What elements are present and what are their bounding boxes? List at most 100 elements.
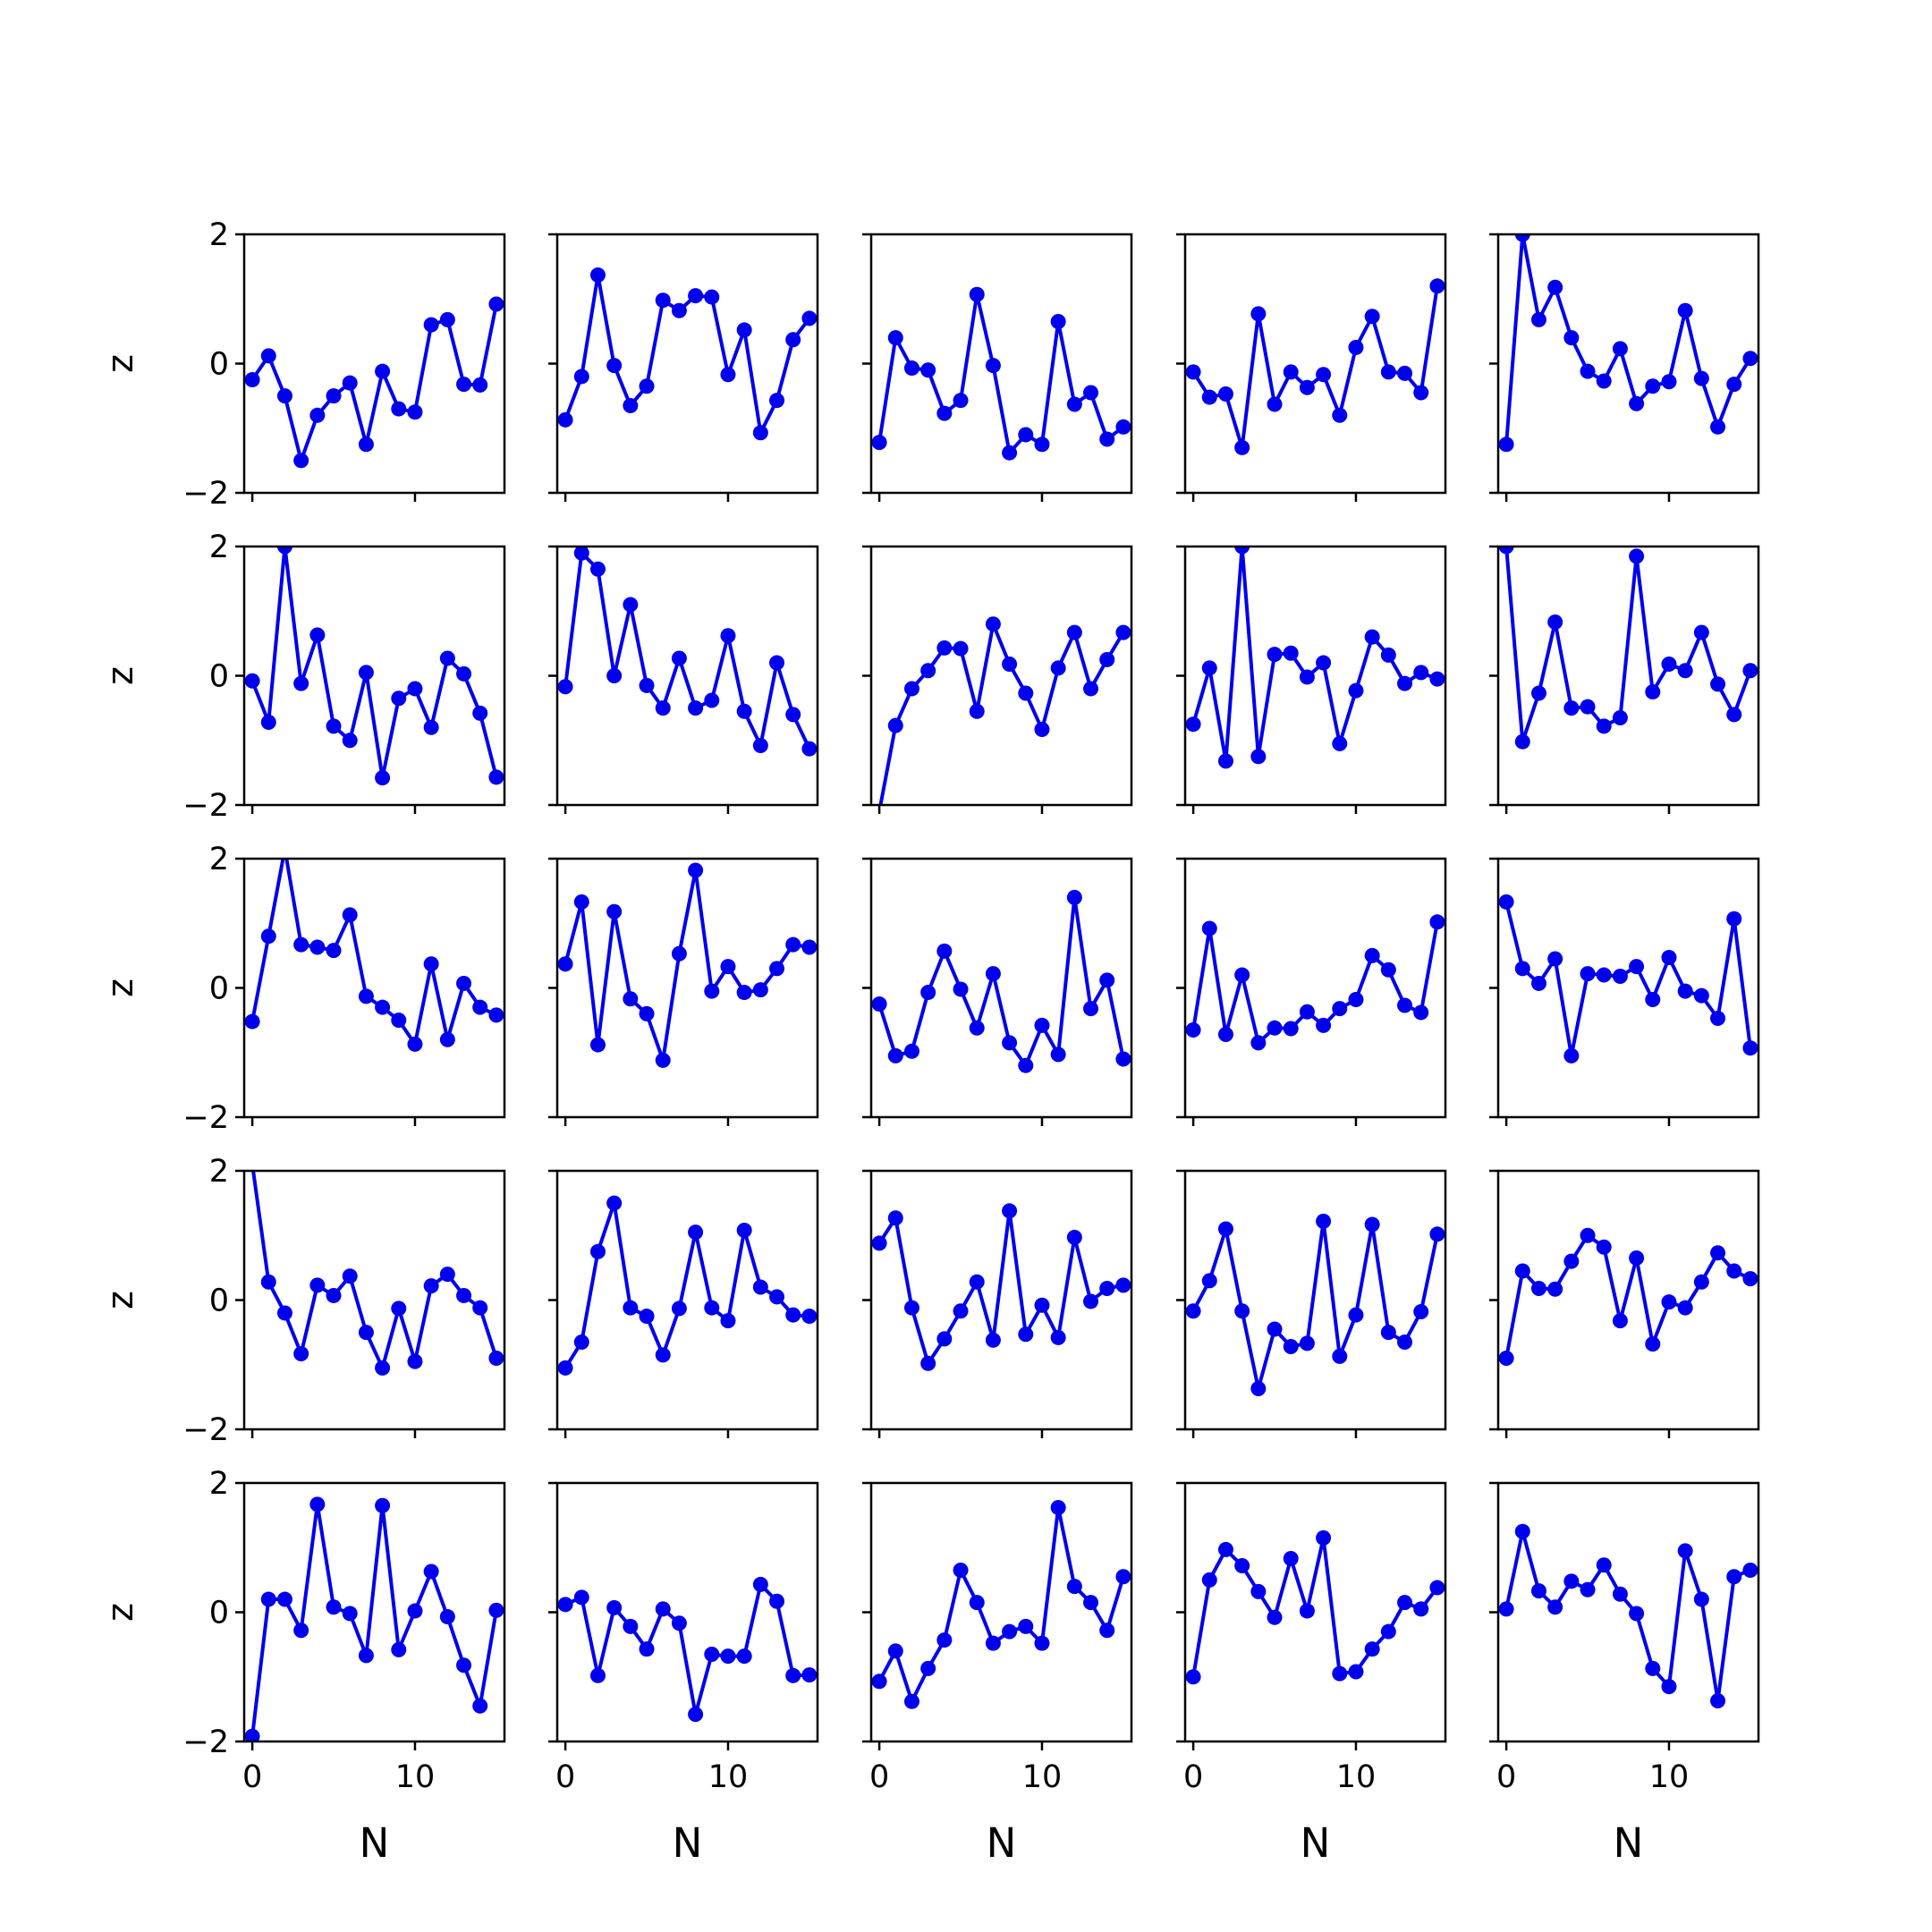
data-point (903, 360, 919, 377)
data-point (1429, 671, 1445, 687)
data-point (1397, 997, 1413, 1013)
y-tick-label: 0 (209, 659, 229, 695)
data-point (358, 988, 374, 1004)
data-point (1645, 992, 1661, 1008)
data-point (903, 1693, 919, 1709)
data-point (903, 1043, 919, 1059)
data-point (1283, 364, 1299, 380)
data-point (920, 1660, 936, 1676)
data-point (936, 640, 953, 656)
data-point (1348, 992, 1364, 1008)
x-axis-label: N (987, 1819, 1017, 1867)
data-point (1283, 1339, 1299, 1355)
data-point (1596, 1239, 1612, 1255)
data-point (985, 1332, 1001, 1348)
data-point (1316, 367, 1332, 383)
series-group (871, 1499, 1131, 1709)
data-point (1710, 1692, 1726, 1708)
data-point (391, 1013, 407, 1029)
data-point (260, 1591, 276, 1607)
data-point (1217, 1221, 1233, 1237)
data-point (1645, 1336, 1661, 1352)
data-point (589, 1667, 606, 1683)
data-point (1364, 1216, 1380, 1233)
series-line (564, 869, 810, 1063)
data-point (309, 627, 326, 643)
series-line (250, 547, 498, 780)
data-point (1580, 966, 1596, 982)
data-point (293, 1623, 309, 1639)
data-point (1530, 685, 1546, 701)
panel-r0-c0: −2 0 2 z (100, 217, 506, 512)
data-point (1498, 894, 1514, 910)
x-tick-label: 10 (1649, 1759, 1690, 1795)
data-point (1348, 1664, 1364, 1680)
data-point (606, 668, 623, 683)
data-point (423, 1563, 439, 1580)
y-tick-label: 0 (209, 1596, 229, 1631)
data-point (871, 996, 887, 1013)
data-point (1693, 1274, 1709, 1290)
data-point (704, 1300, 720, 1316)
data-point (903, 1300, 919, 1316)
series-group (1185, 914, 1445, 1051)
data-point (655, 1052, 671, 1068)
data-point (1018, 1057, 1034, 1073)
data-point (1267, 1321, 1283, 1337)
data-point (655, 700, 671, 716)
data-point (309, 407, 326, 423)
data-point (358, 436, 374, 453)
data-point (1002, 1203, 1018, 1219)
data-point (1034, 436, 1050, 453)
series-group (1498, 234, 1758, 453)
panel-r1-c1 (548, 545, 819, 814)
panel-r3-c0: −2 0 2 z (100, 1154, 506, 1448)
data-point (1250, 1380, 1267, 1396)
data-point (1693, 987, 1709, 1004)
data-point (293, 1345, 309, 1361)
data-point (1596, 373, 1612, 389)
data-point (1677, 1543, 1693, 1559)
data-point (752, 982, 768, 998)
data-point (688, 1224, 704, 1241)
x-axis-label: N (1301, 1819, 1331, 1867)
data-point (1348, 682, 1364, 699)
data-point (375, 999, 391, 1015)
data-point (1397, 1595, 1413, 1611)
data-point (1380, 364, 1396, 380)
data-point (342, 375, 358, 391)
data-point (244, 372, 260, 388)
series-line (1191, 1219, 1439, 1391)
data-point (623, 1618, 639, 1634)
data-point (342, 907, 358, 923)
data-point (1498, 547, 1514, 555)
data-point (1563, 1253, 1580, 1269)
data-point (326, 1287, 342, 1303)
data-point (439, 1031, 455, 1047)
data-point (456, 377, 472, 393)
series-group (1498, 547, 1758, 750)
series-line (1504, 234, 1752, 445)
data-point (1083, 681, 1099, 697)
data-point (1250, 306, 1267, 322)
data-point (472, 1698, 488, 1714)
data-point (936, 1331, 953, 1347)
data-point (1645, 1660, 1661, 1676)
data-point (1629, 1250, 1645, 1267)
data-point (439, 1267, 455, 1283)
data-point (985, 966, 1001, 982)
data-point (1413, 1004, 1429, 1021)
data-point (1299, 1004, 1315, 1020)
y-axis-label: z (100, 354, 141, 373)
data-point (1661, 950, 1677, 966)
data-point (1661, 1679, 1677, 1695)
data-point (752, 425, 768, 441)
data-point (1099, 1280, 1115, 1296)
data-point (1514, 733, 1530, 750)
data-point (785, 936, 801, 953)
series-group (244, 296, 504, 469)
series-line (250, 859, 497, 1046)
data-point (1299, 1603, 1315, 1619)
series-line (1504, 547, 1752, 744)
